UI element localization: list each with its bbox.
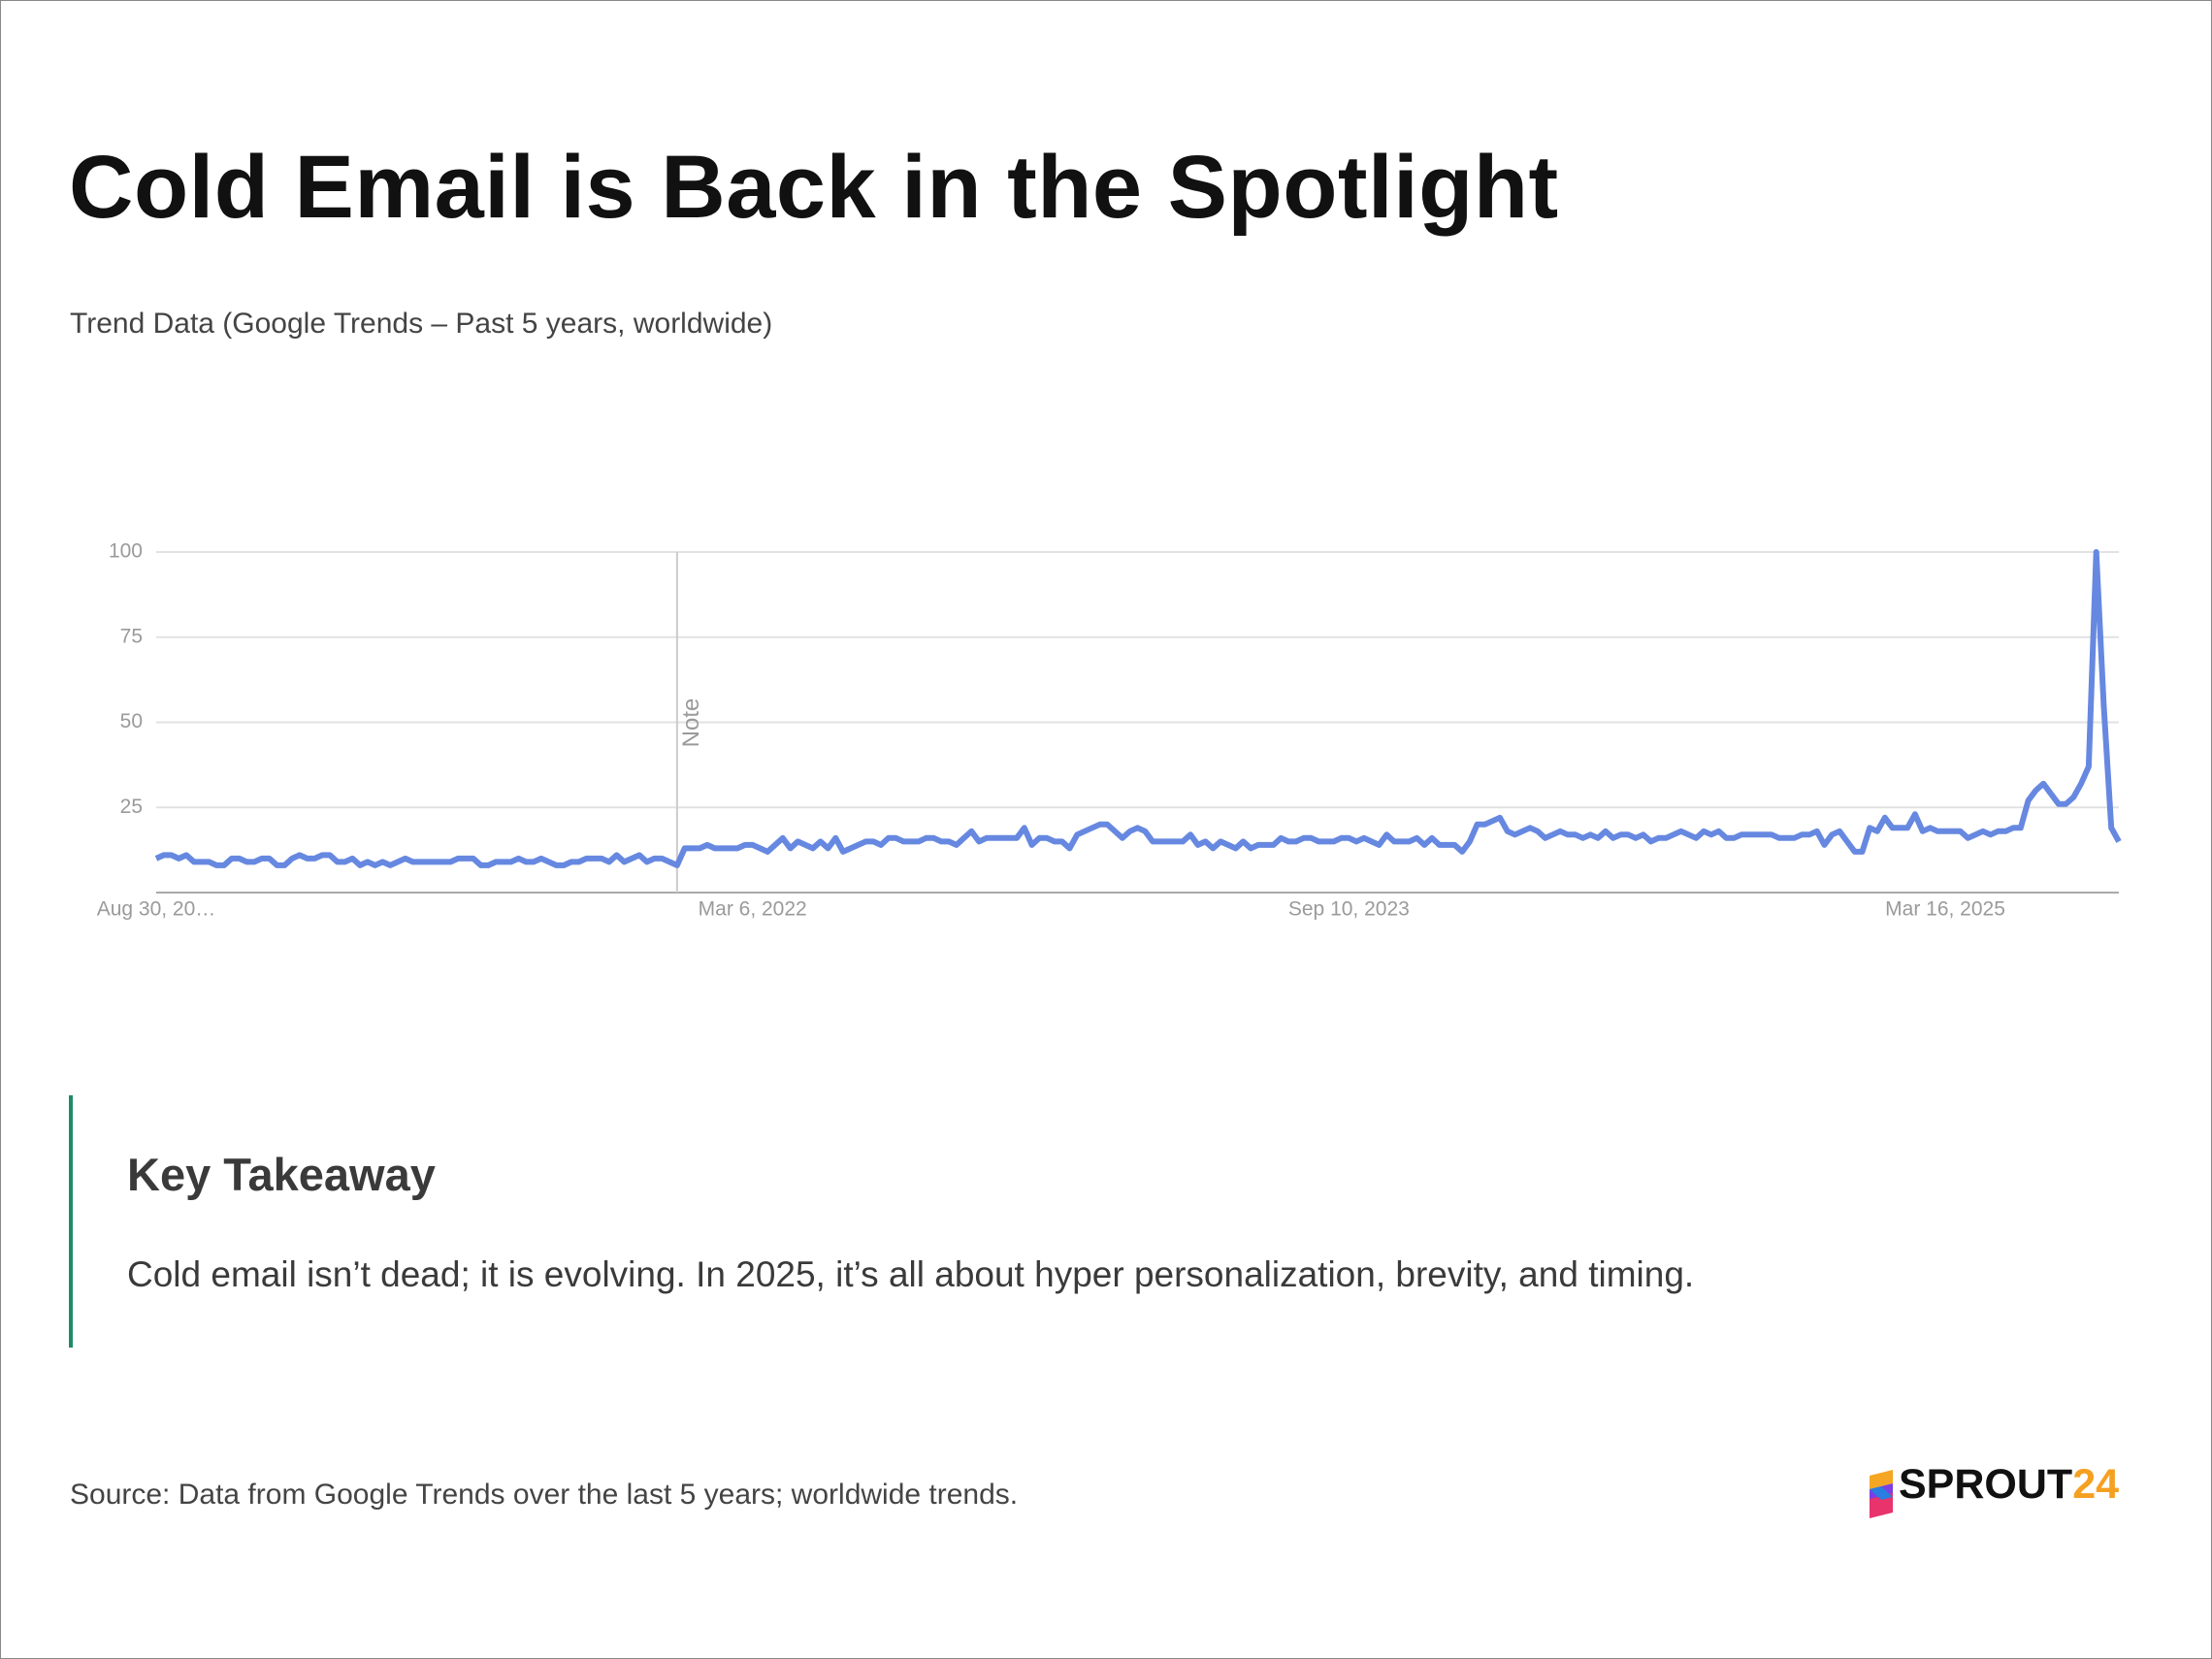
chart: 25 50 75 100 Aug 30, 20… Mar 6, 2022 Sep 10, 2…	[97, 540, 2122, 921]
line-series	[154, 549, 2122, 868]
logo-name: SPROUT	[1899, 1461, 2073, 1508]
takeaway-heading: Key Takeaway	[127, 1149, 436, 1200]
logo: SPROUT24	[1864, 1461, 2120, 1518]
x-tick-label: Sep 10, 2023	[1288, 898, 1410, 921]
y-tick-label: 75	[120, 625, 143, 647]
x-tick-label: Aug 30, 20…	[97, 898, 216, 921]
logo-suffix: 24	[2072, 1461, 2120, 1508]
annotation-text: Note	[678, 699, 704, 748]
title: Cold Email is Back in the Spotlight	[69, 138, 1559, 237]
y-tick-label: 50	[120, 710, 143, 732]
x-tick-label: Mar 16, 2025	[1885, 898, 2005, 921]
y-tick-label: 100	[109, 540, 143, 563]
subtitle: Trend Data (Google Trends – Past 5 years…	[70, 308, 773, 340]
takeaway-text: Cold email isn’t dead; it is evolving. I…	[127, 1254, 1695, 1294]
takeaway-box: Key Takeaway Cold email isn’t dead; it i…	[69, 1095, 2120, 1348]
logo-icon	[1870, 1469, 1893, 1518]
y-tick-label: 25	[120, 796, 143, 818]
x-tick-label: Mar 6, 2022	[699, 898, 807, 921]
source: Source: Data from Google Trends over the…	[70, 1479, 1019, 1511]
